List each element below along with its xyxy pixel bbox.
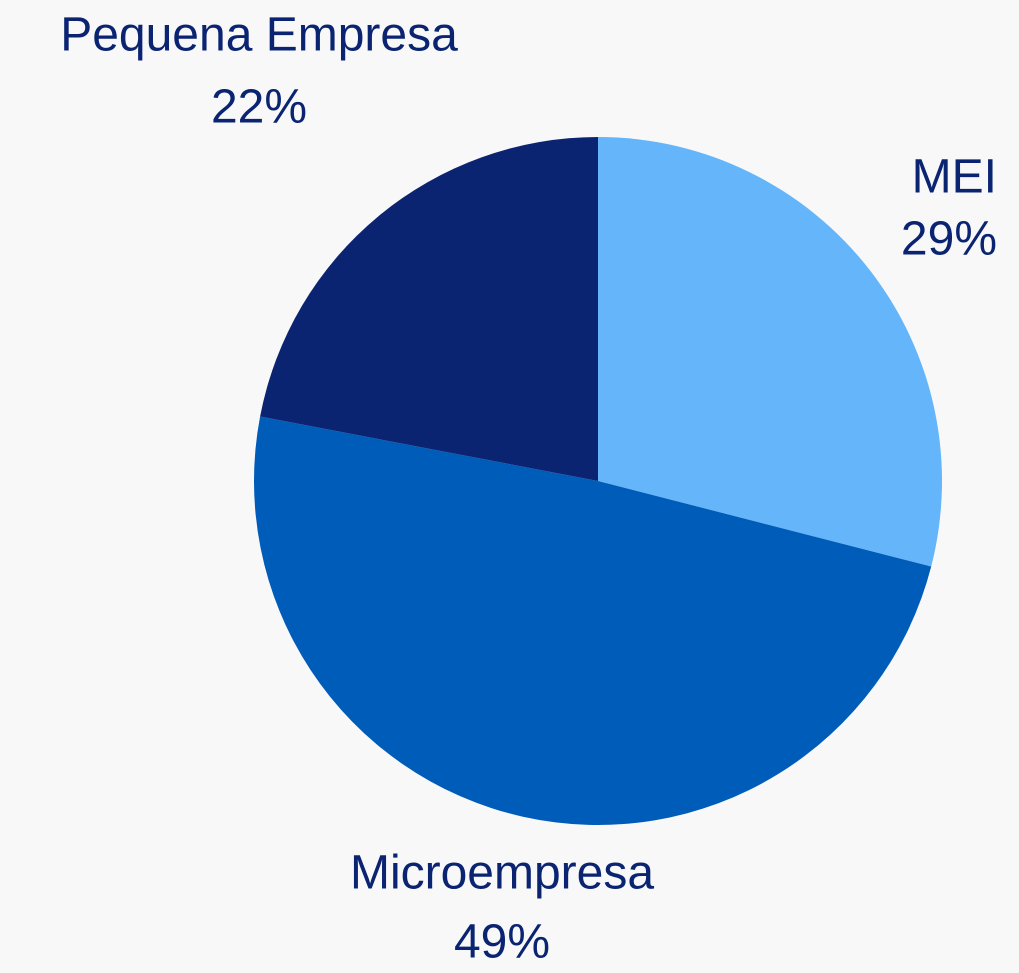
- slice-label: MEI: [912, 151, 997, 204]
- pie-slice: [254, 416, 932, 825]
- slice-value-label: 22%: [211, 81, 307, 134]
- slice-label: Pequena Empresa: [60, 9, 458, 62]
- slice-value-label: 49%: [454, 916, 550, 969]
- slice-label: Microempresa: [350, 847, 654, 900]
- slice-value-label: 29%: [901, 213, 997, 266]
- pie-slice: [598, 137, 943, 567]
- pie-slice: [260, 137, 598, 481]
